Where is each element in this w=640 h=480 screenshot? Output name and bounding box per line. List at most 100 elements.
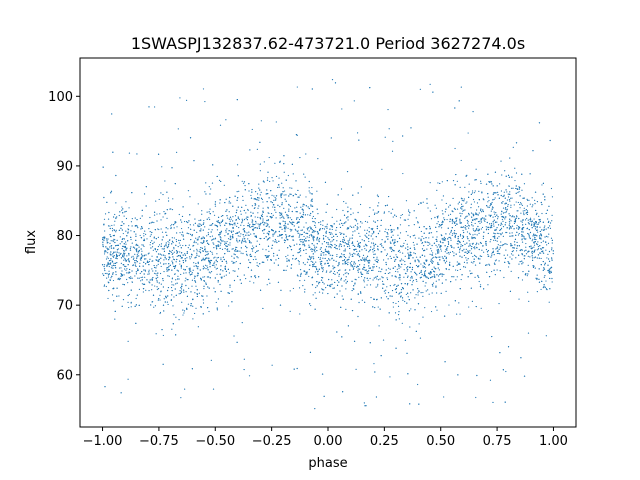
data-point bbox=[310, 205, 312, 207]
data-point bbox=[539, 245, 541, 247]
data-point bbox=[332, 287, 334, 289]
data-point bbox=[491, 270, 493, 273]
data-point bbox=[285, 255, 287, 258]
data-point bbox=[127, 282, 129, 284]
data-point bbox=[391, 240, 394, 242]
data-point bbox=[527, 264, 529, 266]
data-point bbox=[216, 267, 218, 269]
data-point bbox=[455, 279, 457, 281]
data-point bbox=[194, 281, 197, 283]
data-point bbox=[278, 230, 280, 233]
data-point bbox=[445, 260, 448, 262]
data-point bbox=[421, 273, 423, 276]
data-point bbox=[544, 264, 546, 266]
data-point bbox=[254, 198, 256, 200]
data-point bbox=[480, 182, 482, 185]
data-point bbox=[451, 220, 453, 222]
data-point bbox=[113, 224, 115, 226]
data-point bbox=[113, 262, 115, 265]
data-point bbox=[474, 276, 476, 278]
data-point bbox=[454, 107, 456, 109]
data-point bbox=[132, 255, 134, 257]
data-point bbox=[134, 247, 136, 249]
data-point bbox=[292, 223, 294, 226]
data-point bbox=[189, 233, 192, 236]
data-point bbox=[454, 236, 456, 239]
data-point bbox=[192, 224, 195, 226]
data-point bbox=[366, 257, 368, 259]
data-point bbox=[284, 224, 286, 226]
data-point bbox=[181, 283, 183, 285]
data-point bbox=[191, 285, 193, 287]
data-point bbox=[493, 239, 495, 241]
data-point bbox=[377, 283, 379, 285]
data-point bbox=[468, 196, 470, 199]
data-point bbox=[484, 220, 486, 223]
data-point bbox=[188, 220, 190, 222]
data-point bbox=[310, 227, 312, 229]
data-point bbox=[431, 254, 433, 256]
data-point bbox=[463, 200, 465, 202]
data-point bbox=[525, 253, 528, 255]
data-point bbox=[388, 128, 390, 130]
data-point bbox=[349, 254, 351, 256]
data-point bbox=[108, 282, 110, 284]
data-point bbox=[278, 212, 281, 214]
data-point bbox=[125, 249, 127, 251]
data-point bbox=[527, 232, 529, 235]
data-point bbox=[168, 242, 170, 244]
data-point bbox=[359, 203, 362, 206]
data-point bbox=[330, 225, 332, 227]
data-point bbox=[126, 272, 128, 274]
data-point bbox=[494, 215, 496, 218]
data-point bbox=[460, 203, 463, 205]
data-point bbox=[328, 251, 330, 253]
data-point bbox=[176, 226, 178, 228]
data-point bbox=[514, 238, 517, 240]
data-point bbox=[515, 257, 517, 259]
data-point bbox=[382, 259, 385, 261]
data-point bbox=[273, 262, 275, 264]
data-point bbox=[494, 274, 496, 276]
data-point bbox=[507, 193, 509, 195]
data-point bbox=[199, 277, 202, 280]
data-point bbox=[290, 193, 292, 195]
data-point bbox=[226, 228, 228, 230]
data-point bbox=[373, 253, 375, 255]
data-point bbox=[279, 234, 281, 236]
data-point bbox=[180, 287, 182, 289]
data-point bbox=[459, 212, 461, 214]
data-point bbox=[157, 228, 159, 230]
data-point bbox=[370, 235, 372, 237]
data-point bbox=[418, 272, 421, 274]
data-point bbox=[296, 86, 298, 88]
data-point bbox=[217, 220, 219, 222]
data-point bbox=[502, 212, 505, 214]
data-point bbox=[226, 240, 228, 243]
data-point bbox=[493, 232, 495, 234]
data-point bbox=[190, 256, 192, 258]
data-point bbox=[460, 226, 462, 228]
data-point bbox=[475, 212, 477, 214]
data-point bbox=[271, 194, 273, 196]
data-point bbox=[154, 285, 156, 287]
data-point bbox=[442, 195, 445, 197]
data-point bbox=[477, 274, 479, 277]
data-point bbox=[214, 256, 216, 258]
data-point bbox=[528, 235, 530, 237]
data-point bbox=[129, 247, 131, 249]
data-point bbox=[172, 262, 174, 264]
data-point bbox=[430, 218, 433, 220]
data-point bbox=[535, 243, 538, 245]
data-point bbox=[479, 209, 482, 211]
data-point bbox=[351, 280, 353, 283]
data-point bbox=[211, 264, 214, 267]
data-point bbox=[431, 276, 433, 278]
data-point bbox=[409, 326, 411, 328]
data-point bbox=[374, 371, 376, 373]
data-point bbox=[419, 337, 422, 339]
data-point bbox=[366, 255, 369, 257]
data-point bbox=[214, 261, 216, 263]
data-point bbox=[350, 263, 352, 266]
data-point bbox=[245, 277, 247, 280]
